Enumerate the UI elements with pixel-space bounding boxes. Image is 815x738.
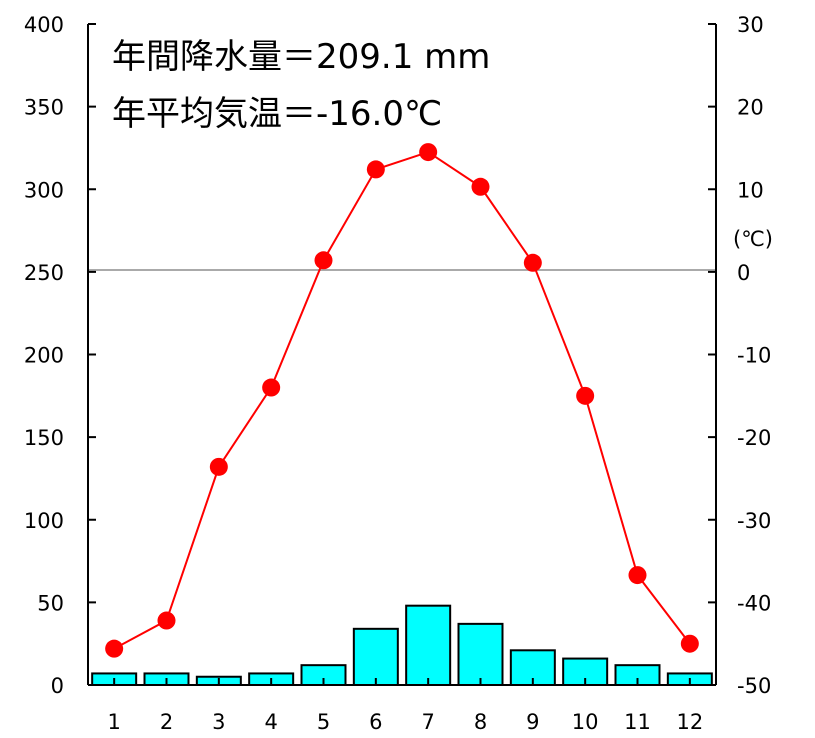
right-tick-label: 0 <box>737 261 750 285</box>
x-tick-label: 12 <box>676 710 703 734</box>
precipitation-bar-7 <box>405 604 452 686</box>
temperature-series <box>105 143 699 658</box>
left-tick-label: 150 <box>24 426 64 450</box>
temperature-point-1 <box>105 639 124 658</box>
x-tick-label: 4 <box>264 710 277 734</box>
temperature-line <box>113 150 691 650</box>
precipitation-bar-6 <box>352 627 399 687</box>
right-tick-label: -30 <box>737 509 771 533</box>
x-tick-label: 8 <box>474 710 487 734</box>
x-tick-label: 6 <box>369 710 382 734</box>
left-tick-label: 0 <box>51 674 64 698</box>
x-tick-label: 10 <box>572 710 599 734</box>
left-tick-label: 100 <box>24 509 64 533</box>
temperature-point-10 <box>576 386 595 405</box>
right-tick-label: 10 <box>737 178 764 202</box>
right-tick-label: -50 <box>737 674 771 698</box>
annual-mean-temperature-annotation: 年平均気温＝-16.0℃ <box>112 94 442 134</box>
precipitation-bar-8 <box>457 622 504 686</box>
x-tick-label: 9 <box>526 710 539 734</box>
right-axis-unit: (℃) <box>733 227 773 251</box>
x-tick-label: 11 <box>624 710 651 734</box>
temperature-point-7 <box>419 143 438 162</box>
right-tick-label: -20 <box>737 426 771 450</box>
temperature-point-9 <box>523 253 542 272</box>
x-tick-label: 7 <box>421 710 434 734</box>
right-tick-label: -40 <box>737 591 771 615</box>
temperature-point-3 <box>209 457 228 476</box>
x-tick-label: 2 <box>160 710 173 734</box>
x-tick-label: 5 <box>317 710 330 734</box>
left-tick-label: 50 <box>37 591 64 615</box>
right-tick-label: -10 <box>737 344 771 368</box>
temperature-point-11 <box>628 566 647 585</box>
right-tick-label: 30 <box>737 13 764 37</box>
temperature-point-12 <box>680 634 699 653</box>
precipitation-bars <box>91 604 713 687</box>
left-tick-label: 300 <box>24 178 64 202</box>
temperature-point-2 <box>157 611 176 630</box>
annual-precipitation-annotation: 年間降水量＝209.1 mm <box>112 37 490 77</box>
temperature-point-4 <box>262 378 281 397</box>
x-tick-label: 3 <box>212 710 225 734</box>
left-tick-label: 400 <box>24 13 64 37</box>
temperature-point-8 <box>471 177 490 196</box>
left-tick-label: 250 <box>24 261 64 285</box>
x-tick-label: 1 <box>107 710 120 734</box>
right-tick-label: 20 <box>737 96 764 120</box>
axis-ticks: 0 50 100 150 200 250 300 350 400 -50 -40 -30 -20 -10 0… <box>24 13 771 734</box>
temperature-point-6 <box>366 160 385 179</box>
left-tick-label: 350 <box>24 96 64 120</box>
temperature-point-5 <box>314 251 333 270</box>
left-tick-label: 200 <box>24 344 64 368</box>
